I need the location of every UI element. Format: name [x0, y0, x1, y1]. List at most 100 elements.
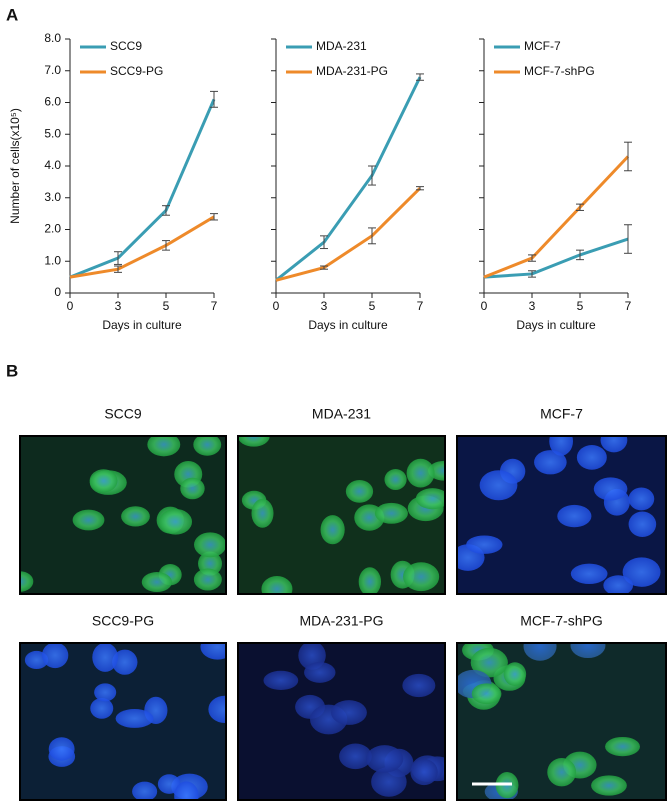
- legend-label: MCF-7: [524, 39, 561, 53]
- nucleus: [41, 643, 69, 669]
- micrograph: [238, 436, 445, 594]
- series-line: [275, 187, 422, 282]
- series-line: [275, 76, 422, 282]
- nucleus: [523, 643, 557, 661]
- x-tick-label: 0: [273, 299, 280, 313]
- nucleus: [89, 469, 118, 493]
- nucleus: [479, 470, 518, 501]
- error-bar: [114, 265, 122, 273]
- micrograph-frame: [237, 435, 446, 595]
- nucleus: [415, 488, 445, 510]
- series-line: [483, 237, 629, 279]
- nucleus: [600, 436, 628, 453]
- nucleus: [94, 683, 117, 702]
- micrograph: [20, 643, 226, 800]
- nucleus: [159, 508, 193, 535]
- error-bar: [624, 224, 632, 254]
- micrograph: [457, 643, 666, 800]
- nucleus: [570, 563, 608, 585]
- nucleus: [251, 498, 274, 528]
- nucleus: [92, 643, 119, 672]
- x-tick-label: 0: [481, 299, 488, 313]
- error-bar: [114, 251, 122, 265]
- series-line: [483, 155, 630, 279]
- error-bar: [576, 249, 584, 261]
- nucleus: [48, 737, 75, 761]
- error-bar: [320, 265, 328, 270]
- error-bar: [162, 240, 170, 251]
- nucleus: [174, 781, 199, 800]
- series-line: [69, 215, 215, 279]
- nucleus: [194, 532, 226, 558]
- x-axis-label: Days in culture: [102, 318, 182, 332]
- nucleus: [200, 643, 226, 660]
- y-axis-label: Number of cells(x10⁵): [8, 108, 22, 224]
- nucleus: [263, 670, 299, 691]
- legend-label: MDA-231-PG: [316, 64, 388, 78]
- nucleus: [603, 575, 634, 594]
- image-label: MCF-7-shPG: [520, 613, 602, 629]
- nucleus: [345, 480, 374, 503]
- nucleus: [591, 775, 627, 796]
- nucleus: [90, 697, 114, 719]
- micrograph: [20, 436, 226, 594]
- x-tick-label: 7: [211, 299, 218, 313]
- nucleus: [141, 572, 172, 593]
- x-tick-label: 0: [67, 299, 74, 313]
- nucleus: [365, 745, 404, 773]
- nucleus: [628, 511, 657, 538]
- micrograph-frame: [237, 642, 446, 801]
- nucleus: [72, 509, 105, 531]
- nucleus: [304, 662, 336, 683]
- nucleus: [403, 562, 440, 592]
- panel-label: B: [6, 361, 18, 380]
- nucleus: [339, 743, 372, 770]
- error-bar: [162, 205, 170, 216]
- nucleus: [622, 557, 661, 587]
- nucleus: [576, 445, 607, 470]
- nucleus: [261, 575, 293, 594]
- y-tick-label: 7.0: [44, 63, 61, 77]
- nucleus: [371, 766, 407, 797]
- image-label: SCC9-PG: [92, 613, 154, 629]
- error-bar: [624, 141, 632, 172]
- error-bar: [320, 235, 328, 250]
- x-tick-label: 3: [529, 299, 536, 313]
- y-tick-label: 3.0: [44, 190, 61, 204]
- nucleus: [402, 673, 436, 698]
- x-tick-label: 7: [417, 299, 424, 313]
- nucleus: [605, 736, 640, 757]
- nucleus: [470, 647, 508, 678]
- y-tick-label: 0: [54, 285, 61, 299]
- nucleus: [358, 567, 382, 594]
- error-bar: [528, 270, 536, 278]
- micrograph-frame: [19, 435, 227, 595]
- x-axis-label: Days in culture: [308, 318, 388, 332]
- nucleus: [180, 477, 205, 500]
- legend-label: SCC9-PG: [110, 64, 163, 78]
- image-label: MDA-231: [312, 406, 371, 422]
- y-tick-label: 1.0: [44, 253, 61, 267]
- y-tick-label: 6.0: [44, 95, 61, 109]
- legend-label: MDA-231: [316, 39, 367, 53]
- nucleus: [208, 695, 226, 723]
- nucleus: [557, 504, 592, 528]
- y-tick-label: 4.0: [44, 158, 61, 172]
- nucleus: [132, 781, 158, 800]
- micrograph-frame: [19, 642, 227, 801]
- legend-label: MCF-7-shPG: [524, 64, 595, 78]
- error-bar: [210, 213, 218, 221]
- legend-label: SCC9: [110, 39, 142, 53]
- x-tick-label: 7: [625, 299, 632, 313]
- nucleus: [330, 700, 367, 725]
- nucleus: [503, 662, 527, 686]
- error-bar: [416, 186, 424, 191]
- nucleus: [471, 683, 502, 705]
- nucleus: [534, 450, 567, 475]
- image-label: MCF-7: [540, 406, 583, 422]
- micrograph-frame: [456, 435, 667, 595]
- error-bar: [368, 227, 376, 245]
- x-tick-label: 3: [321, 299, 328, 313]
- y-tick-label: 5.0: [44, 126, 61, 140]
